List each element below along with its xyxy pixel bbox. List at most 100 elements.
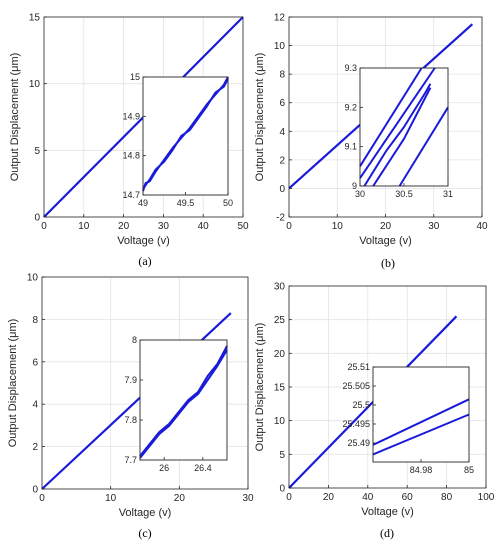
x-tick-label: 20 bbox=[323, 492, 335, 503]
x-tick-label: 40 bbox=[362, 492, 374, 503]
panel-label: (a) bbox=[138, 254, 151, 268]
inset-x-tick-label: 31 bbox=[443, 189, 453, 199]
y-tick-label: 5 bbox=[279, 450, 285, 461]
inset-x-tick-label: 30.5 bbox=[395, 189, 413, 199]
y-tick-label: 4 bbox=[279, 127, 285, 138]
y-tick-label: 6 bbox=[279, 98, 285, 109]
inset-y-tick-label: 14.8 bbox=[122, 151, 140, 161]
inset-data-line bbox=[139, 349, 228, 459]
inset-x-tick-label: 26 bbox=[159, 463, 169, 473]
y-tick-label: 2 bbox=[279, 155, 285, 166]
inset-data-line bbox=[359, 67, 423, 167]
inset-y-tick-label: 25.51 bbox=[347, 362, 370, 372]
x-tick-label: 20 bbox=[174, 493, 186, 504]
x-tick-label: 20 bbox=[118, 221, 130, 232]
axes-frame bbox=[41, 276, 249, 490]
inset-y-tick-label: 9.3 bbox=[344, 63, 357, 73]
x-tick-label: 100 bbox=[478, 492, 495, 503]
y-tick-label: 15 bbox=[29, 13, 41, 24]
inset-y-tick-label: 7.8 bbox=[124, 415, 137, 425]
y-tick-label: 0 bbox=[279, 484, 285, 495]
inset-data-line bbox=[372, 398, 470, 446]
axes-frame bbox=[43, 16, 244, 218]
inset-y-tick-label: 14.7 bbox=[122, 190, 140, 200]
inset-y-tick-label: 25.49 bbox=[347, 438, 370, 448]
y-tick-label: 10 bbox=[27, 273, 39, 284]
y-tick-label: 10 bbox=[29, 79, 41, 90]
x-tick-label: 40 bbox=[198, 221, 210, 232]
inset-data-line bbox=[142, 76, 229, 192]
inset-x-tick-label: 49.5 bbox=[177, 198, 195, 208]
x-tick-label: 20 bbox=[380, 221, 392, 232]
inset-y-tick-label: 14.9 bbox=[122, 111, 140, 121]
inset-y-tick-label: 9 bbox=[352, 181, 357, 191]
y-tick-label: 4 bbox=[32, 400, 38, 411]
x-tick-label: 60 bbox=[402, 492, 414, 503]
y-tick-label: 5 bbox=[34, 146, 40, 157]
x-tick-label: 30 bbox=[242, 493, 254, 504]
inset-data-line bbox=[372, 87, 432, 187]
inset-data-line bbox=[139, 345, 228, 457]
inset-background bbox=[373, 367, 469, 462]
x-tick-label: 0 bbox=[286, 221, 292, 232]
inset-x-tick-label: 49 bbox=[138, 198, 148, 208]
y-tick-label: 0 bbox=[34, 213, 40, 224]
inset-y-tick-label: 8 bbox=[132, 335, 137, 345]
y-tick-label: 0 bbox=[279, 184, 285, 195]
y-axis-label: Output Displacement (μm) bbox=[254, 323, 266, 452]
inset-y-tick-label: 25.505 bbox=[342, 381, 370, 391]
x-tick-label: 30 bbox=[158, 221, 170, 232]
y-tick-label: 2 bbox=[32, 442, 38, 453]
x-axis-label: Voltage (v) bbox=[119, 507, 172, 519]
y-tick-label: 8 bbox=[32, 315, 38, 326]
x-axis-label: Voltage (v) bbox=[359, 235, 412, 247]
y-tick-label: 25 bbox=[274, 315, 286, 326]
x-tick-label: 40 bbox=[476, 221, 488, 232]
inset-data-line bbox=[142, 78, 229, 190]
inset-y-tick-label: 9.1 bbox=[344, 142, 357, 152]
inset-y-tick-label: 7.7 bbox=[124, 455, 137, 465]
inset-x-tick-label: 26.4 bbox=[194, 463, 212, 473]
y-tick-label: 15 bbox=[274, 383, 286, 394]
inset-x-tick-label: 30 bbox=[355, 189, 365, 199]
y-tick-label: 10 bbox=[274, 416, 286, 427]
y-tick-label: 6 bbox=[32, 357, 38, 368]
y-tick-label: 12 bbox=[274, 13, 286, 24]
x-tick-label: 10 bbox=[105, 493, 117, 504]
y-tick-label: 8 bbox=[279, 70, 285, 81]
inset-data-line bbox=[372, 413, 470, 456]
x-axis-label: Voltage (v) bbox=[361, 506, 414, 518]
y-tick-label: -2 bbox=[276, 213, 285, 224]
y-axis-label: Output Displacement (μm) bbox=[254, 53, 266, 182]
x-tick-label: 0 bbox=[39, 493, 45, 504]
inset-y-tick-label: 9.2 bbox=[344, 102, 357, 112]
inset-y-tick-label: 15 bbox=[130, 72, 140, 82]
x-tick-label: 80 bbox=[441, 492, 453, 503]
y-axis-label: Output Displacement (μm) bbox=[7, 319, 19, 448]
inset-data-line bbox=[359, 67, 436, 179]
inset-y-tick-label: 7.9 bbox=[124, 375, 137, 385]
x-tick-label: 30 bbox=[428, 221, 440, 232]
x-tick-label: 0 bbox=[41, 221, 47, 232]
y-tick-label: 20 bbox=[274, 349, 286, 360]
panel-label: (b) bbox=[381, 256, 395, 270]
x-axis-label: Voltage (v) bbox=[117, 235, 170, 247]
y-tick-label: 30 bbox=[274, 282, 286, 293]
panel-label: (c) bbox=[138, 526, 151, 540]
y-tick-label: 10 bbox=[274, 41, 286, 52]
panel-label: (d) bbox=[380, 526, 394, 540]
inset-x-tick-label: 50 bbox=[223, 198, 233, 208]
x-tick-label: 0 bbox=[286, 492, 292, 503]
x-tick-label: 50 bbox=[237, 221, 249, 232]
inset-frame bbox=[139, 339, 228, 461]
inset-data-line bbox=[363, 83, 432, 187]
y-tick-label: 0 bbox=[32, 485, 38, 496]
inset-y-tick-label: 25.5 bbox=[352, 400, 370, 410]
inset-x-tick-label: 84.98 bbox=[410, 465, 433, 475]
y-axis-label: Output Displacement (μm) bbox=[9, 53, 21, 182]
x-tick-label: 10 bbox=[78, 221, 90, 232]
inset-data-line bbox=[398, 106, 449, 187]
inset-y-tick-label: 25.495 bbox=[342, 419, 370, 429]
x-tick-label: 10 bbox=[332, 221, 344, 232]
